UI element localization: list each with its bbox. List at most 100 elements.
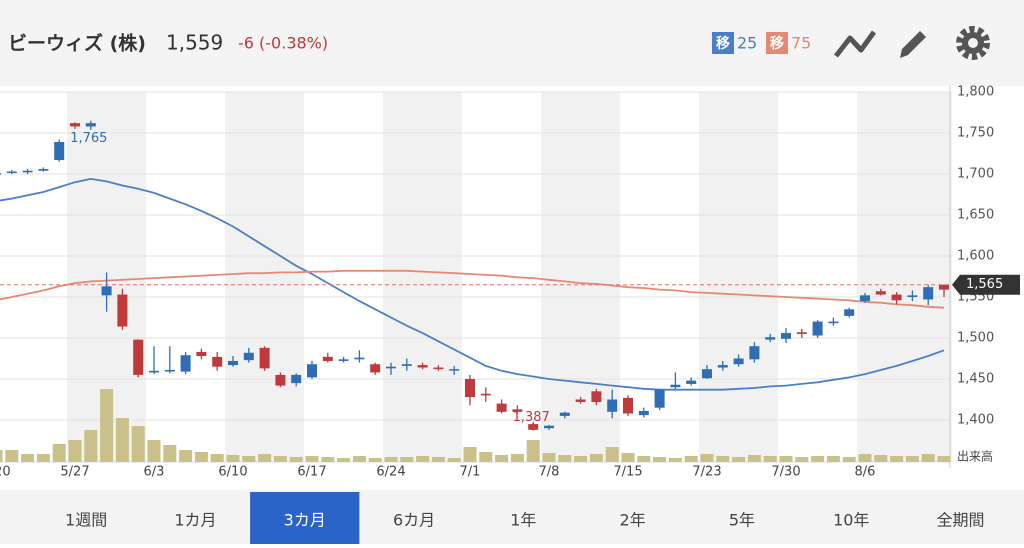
period-tab[interactable]: 6カ月 bbox=[393, 511, 435, 530]
period-tabs: 1週間 1カ月 3カ月 6カ月 1年 2年 5年 10年 全期間 bbox=[65, 492, 985, 544]
volume-bar bbox=[226, 455, 240, 462]
candle-body bbox=[749, 346, 760, 360]
volume-bar bbox=[68, 440, 82, 462]
header-bg bbox=[0, 0, 1024, 86]
candle-body bbox=[575, 399, 586, 402]
period-tab[interactable]: 全期間 bbox=[937, 511, 985, 530]
candle-body bbox=[923, 287, 934, 300]
volume-label: 出来高 bbox=[957, 449, 993, 464]
volume-bar bbox=[826, 456, 840, 462]
volume-bar bbox=[273, 456, 287, 462]
volume-bar bbox=[589, 454, 603, 462]
volume-bar bbox=[100, 389, 114, 462]
ma-badge-icon[interactable] bbox=[712, 32, 734, 54]
ma-badge-icon[interactable] bbox=[766, 32, 788, 54]
volume-bar bbox=[210, 454, 224, 462]
period-tab[interactable]: 1年 bbox=[510, 511, 536, 530]
candle-body bbox=[907, 295, 918, 297]
candle-body bbox=[101, 286, 112, 296]
candle-body bbox=[875, 291, 886, 295]
candle-body bbox=[733, 358, 744, 365]
period-tab[interactable]: 10年 bbox=[833, 511, 869, 530]
annotation-label: 1,765 bbox=[70, 131, 107, 146]
volume-bar bbox=[242, 456, 256, 462]
price-change: -6 (-0.38%) bbox=[238, 34, 328, 53]
candle-body bbox=[844, 309, 855, 316]
last-price-tag bbox=[952, 274, 1020, 295]
volume-bar bbox=[605, 447, 619, 462]
ma-badge-period[interactable]: 75 bbox=[791, 34, 811, 53]
volume-bar bbox=[526, 440, 540, 462]
candle-body bbox=[686, 380, 697, 384]
candle-body bbox=[401, 364, 412, 366]
candle-body bbox=[465, 379, 475, 398]
period-tab[interactable]: 1カ月 bbox=[174, 511, 216, 530]
ma-badge-icon-text[interactable]: 移 bbox=[770, 35, 784, 52]
candle-body bbox=[702, 369, 712, 379]
volume-bar bbox=[558, 455, 572, 462]
candle-body bbox=[196, 351, 207, 357]
ma-badge-icon-text[interactable]: 移 bbox=[716, 35, 730, 52]
volume-bar bbox=[921, 454, 935, 462]
candle-body bbox=[212, 356, 223, 367]
volume-bar bbox=[779, 456, 793, 462]
volume-bar bbox=[400, 457, 414, 462]
ma-badges[interactable]: 移 25 移 75 bbox=[712, 32, 811, 54]
tab-bar bbox=[0, 490, 1024, 544]
volume-bar bbox=[352, 456, 366, 462]
ma-badge-period[interactable]: 25 bbox=[737, 34, 757, 53]
volume-bar bbox=[163, 445, 177, 462]
pencil-icon[interactable] bbox=[900, 31, 926, 58]
volume-bar bbox=[5, 450, 19, 462]
x-tick-label: 7/15 bbox=[613, 465, 642, 480]
period-tab[interactable]: 3カ月 bbox=[284, 511, 326, 530]
candle-body bbox=[354, 357, 365, 360]
volume-bar bbox=[368, 458, 382, 462]
candle-body bbox=[133, 339, 144, 375]
candle-body bbox=[496, 403, 507, 412]
candle-body bbox=[559, 412, 570, 416]
candle-body bbox=[117, 294, 128, 327]
candle-body bbox=[307, 364, 317, 378]
candle-body bbox=[607, 399, 618, 412]
volume-bar bbox=[84, 430, 98, 462]
volume-bar bbox=[890, 456, 904, 462]
volume-bar bbox=[937, 456, 951, 462]
candle-body bbox=[149, 370, 159, 373]
line-icon[interactable] bbox=[834, 30, 877, 58]
period-tab[interactable]: 2年 bbox=[620, 511, 646, 530]
volume-bar bbox=[321, 457, 335, 462]
volume-bar bbox=[574, 456, 588, 462]
volume-bar bbox=[0, 450, 3, 462]
volume-bar bbox=[416, 456, 430, 462]
period-tab[interactable]: 1週間 bbox=[65, 511, 107, 530]
candle-body bbox=[528, 424, 539, 430]
volume-bar bbox=[842, 457, 856, 462]
volume-bar bbox=[447, 458, 461, 462]
volume-bar bbox=[716, 456, 730, 462]
last-price-label: 1,565 bbox=[966, 277, 1003, 292]
volume-bar bbox=[858, 454, 872, 462]
volume-bar bbox=[52, 444, 66, 462]
volume-bar bbox=[431, 457, 445, 462]
y-tick-label: 1,500 bbox=[957, 331, 994, 346]
ma-line bbox=[0, 177, 945, 391]
candle-body bbox=[623, 397, 633, 414]
x-tick-label: 6/24 bbox=[376, 465, 405, 480]
tab-selected-bg[interactable] bbox=[250, 492, 360, 544]
volume-bar bbox=[905, 456, 919, 462]
candle-body bbox=[386, 366, 396, 369]
volume-bar bbox=[463, 447, 477, 462]
x-tick-label: 7/30 bbox=[771, 465, 800, 480]
candle-body bbox=[796, 332, 807, 334]
candle-body bbox=[243, 352, 254, 361]
y-tick-label: 1,700 bbox=[957, 167, 994, 182]
candle-body bbox=[449, 369, 460, 371]
x-tick-label: 5/27 bbox=[60, 465, 89, 480]
settings-icon[interactable] bbox=[956, 26, 990, 60]
volume-bar bbox=[700, 454, 714, 462]
y-tick-label: 1,650 bbox=[957, 208, 994, 223]
period-tab[interactable]: 5年 bbox=[729, 511, 755, 530]
volume-bar bbox=[147, 440, 161, 462]
candle-body bbox=[85, 123, 96, 127]
